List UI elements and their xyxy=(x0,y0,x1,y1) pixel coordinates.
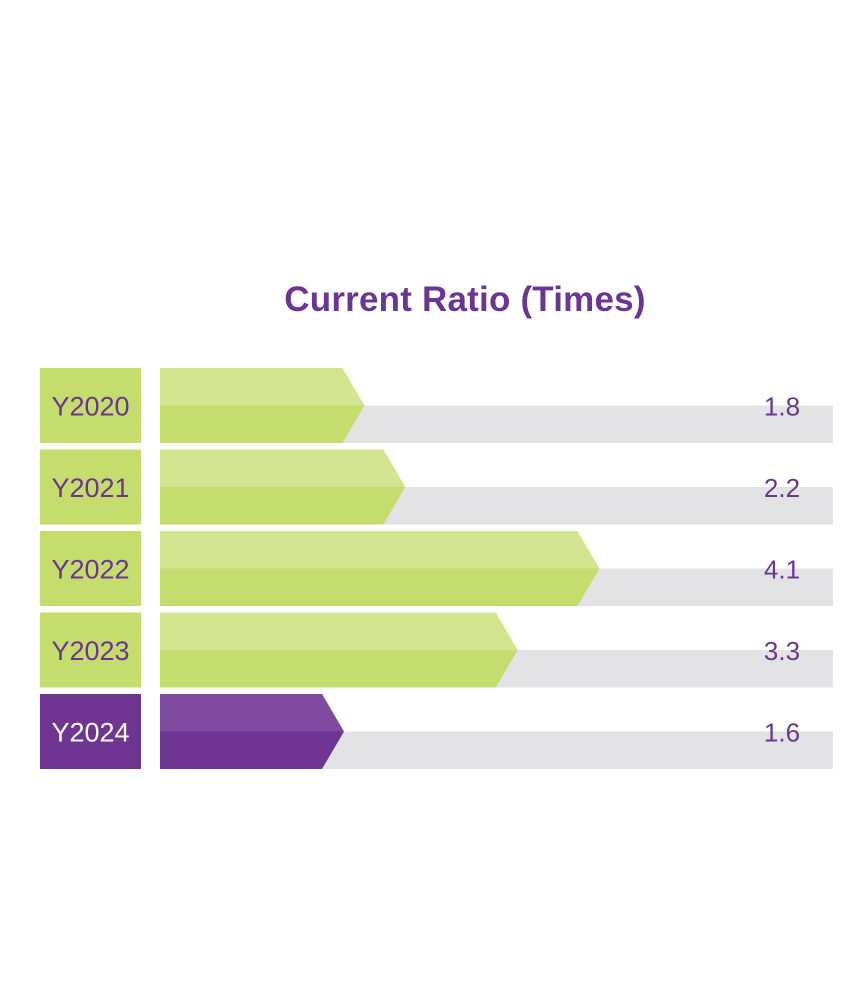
category-label-box xyxy=(40,694,141,769)
bar-lower xyxy=(160,568,600,606)
value-label: 3.3 xyxy=(764,636,800,666)
category-label: Y2020 xyxy=(51,392,129,422)
category-label: Y2023 xyxy=(51,636,129,666)
bar-row: Y2023 3.3 xyxy=(40,612,833,688)
bar xyxy=(160,612,518,650)
category-label: Y2022 xyxy=(51,555,129,585)
value-label: 2.2 xyxy=(764,473,800,503)
category-label: Y2024 xyxy=(51,718,129,748)
category-label-box xyxy=(40,531,141,606)
value-label: 1.6 xyxy=(764,718,800,748)
value-label: 4.1 xyxy=(764,555,800,585)
chart-title: Current Ratio (Times) xyxy=(284,280,646,319)
bar-row: Y2020 1.8 xyxy=(40,368,833,443)
bar xyxy=(160,368,365,406)
category-label: Y2021 xyxy=(51,473,129,503)
bar-lower xyxy=(160,487,406,525)
bar-lower xyxy=(160,650,518,688)
category-label-box xyxy=(40,449,141,525)
value-label: 1.8 xyxy=(764,392,800,422)
bar-lower xyxy=(160,731,345,769)
bar xyxy=(160,531,600,569)
bar-row: Y2024 1.6 xyxy=(40,694,833,769)
bar-row: Y2022 4.1 xyxy=(40,531,833,606)
bar-row: Y2021 2.2 xyxy=(40,449,833,525)
bar-lower xyxy=(160,405,365,443)
bar xyxy=(160,449,406,487)
category-label-box xyxy=(40,368,141,443)
category-label-box xyxy=(40,612,141,688)
bar xyxy=(160,694,345,732)
